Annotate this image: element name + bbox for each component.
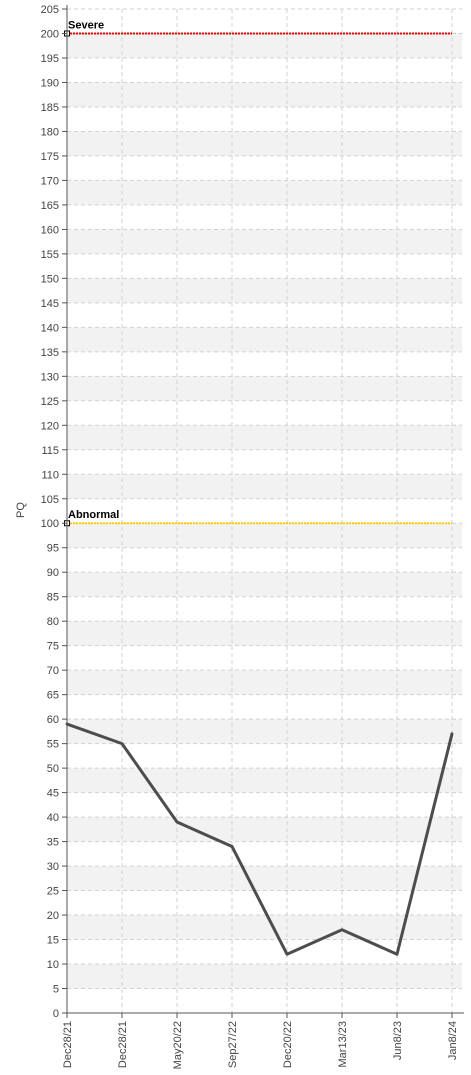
y-tick-label: 180 — [41, 126, 59, 138]
y-tick-label: 80 — [47, 616, 59, 628]
y-tick-label: 40 — [47, 812, 59, 824]
grid-band — [67, 474, 462, 499]
y-tick-label: 185 — [41, 102, 59, 114]
grid-band — [67, 964, 462, 989]
y-tick-label: 120 — [41, 420, 59, 432]
y-tick-label: 155 — [41, 249, 59, 261]
x-tick-label: Jan8/24 — [447, 1021, 459, 1060]
y-tick-label: 0 — [53, 1008, 59, 1020]
grid-band — [67, 817, 462, 842]
y-axis-ticks: 0 5 10 15 20 25 30 35 40 45 50 55 60 65 70 75 80 85 90 95 10… — [41, 4, 67, 1020]
grid-band — [67, 523, 462, 548]
y-axis-title: PQ — [15, 502, 27, 518]
y-tick-label: 125 — [41, 396, 59, 408]
y-tick-label: 45 — [47, 788, 59, 800]
y-tick-label: 50 — [47, 763, 59, 775]
x-tick-label: Jun8/23 — [392, 1021, 404, 1060]
x-tick-label: Sep27/22 — [227, 1021, 239, 1068]
y-tick-label: 110 — [41, 469, 59, 481]
y-tick-label: 100 — [41, 518, 59, 530]
y-tick-label: 20 — [47, 910, 59, 922]
y-tick-label: 130 — [41, 371, 59, 383]
y-tick-label: 170 — [41, 175, 59, 187]
y-tick-label: 95 — [47, 543, 59, 555]
y-tick-label: 165 — [41, 200, 59, 212]
y-tick-label: 135 — [41, 347, 59, 359]
y-tick-label: 145 — [41, 298, 59, 310]
y-tick-label: 105 — [41, 494, 59, 506]
grid-band — [67, 327, 462, 352]
grid-band — [67, 866, 462, 891]
x-tick-label: Dec28/21 — [62, 1021, 74, 1068]
x-axis-ticks: Dec28/21 Dec28/21 May20/22 Sep27/22 Dec20/22… — [62, 1013, 459, 1069]
grid-band — [67, 425, 462, 450]
y-tick-label: 30 — [47, 861, 59, 873]
y-tick-label: 190 — [41, 77, 59, 89]
y-tick-label: 150 — [41, 273, 59, 285]
y-tick-label: 65 — [47, 690, 59, 702]
data-series — [65, 722, 454, 956]
y-tick-label: 160 — [41, 224, 59, 236]
grid-band — [67, 719, 462, 744]
gridlines — [67, 8, 462, 1013]
grid-band — [67, 621, 462, 646]
grid-band — [67, 670, 462, 695]
grid-band — [67, 33, 462, 58]
reference-lines: Severe Abnormal — [64, 19, 452, 527]
grid-band — [67, 180, 462, 205]
grid-bands — [67, 33, 462, 989]
y-tick-label: 70 — [47, 665, 59, 677]
y-tick-label: 200 — [41, 28, 59, 40]
x-tick-label: Mar13/23 — [337, 1021, 349, 1067]
y-tick-label: 10 — [47, 959, 59, 971]
y-tick-label: 140 — [41, 322, 59, 334]
grid-band — [67, 229, 462, 254]
y-tick-label: 35 — [47, 837, 59, 849]
y-tick-label: 90 — [47, 567, 59, 579]
y-tick-label: 75 — [47, 641, 59, 653]
axes — [66, 5, 464, 1014]
reference-label: Abnormal — [68, 509, 119, 521]
grid-band — [67, 131, 462, 156]
y-tick-label: 85 — [47, 592, 59, 604]
x-tick-label: May20/22 — [172, 1021, 184, 1069]
series-line — [65, 722, 454, 956]
y-tick-label: 5 — [53, 984, 59, 996]
y-tick-label: 15 — [47, 935, 59, 947]
y-tick-label: 195 — [41, 53, 59, 65]
y-tick-label: 25 — [47, 886, 59, 898]
grid-band — [67, 376, 462, 401]
y-tick-label: 60 — [47, 714, 59, 726]
grid-band — [67, 572, 462, 597]
y-tick-label: 205 — [41, 4, 59, 16]
y-tick-label: 115 — [41, 445, 59, 457]
y-tick-label: 55 — [47, 739, 59, 751]
x-tick-label: Dec20/22 — [282, 1021, 294, 1068]
x-tick-label: Dec28/21 — [117, 1021, 129, 1068]
y-tick-label: 175 — [41, 151, 59, 163]
reference-label: Severe — [68, 19, 104, 31]
grid-band — [67, 915, 462, 940]
grid-band — [67, 82, 462, 107]
grid-band — [67, 278, 462, 303]
grid-band — [67, 768, 462, 793]
